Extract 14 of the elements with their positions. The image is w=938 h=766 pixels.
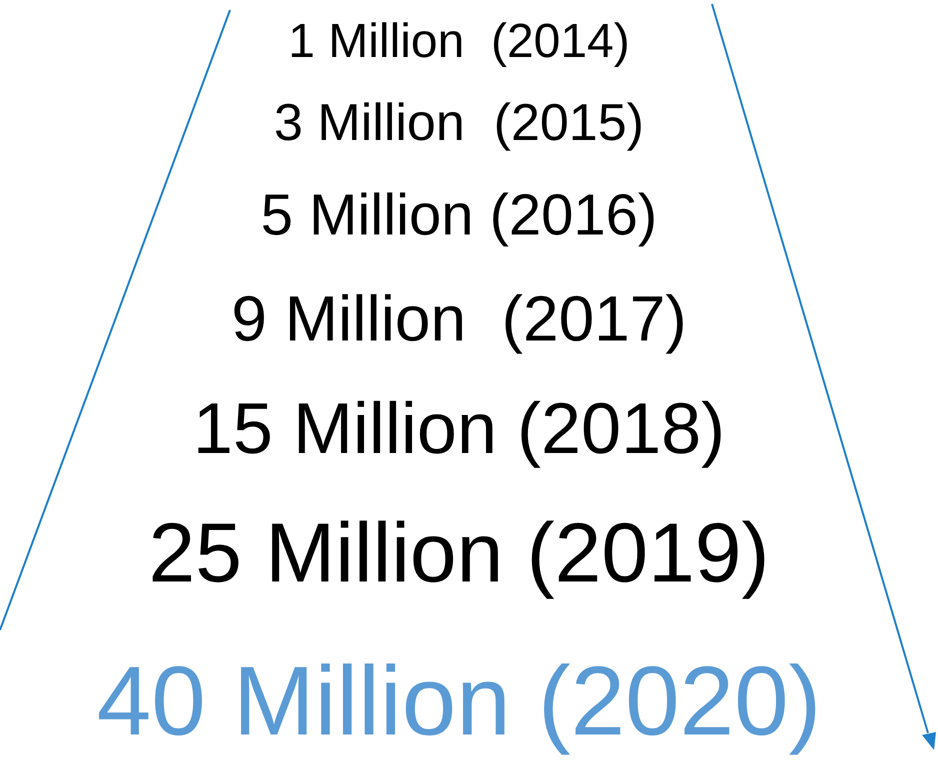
category-label: Million (2018): [292, 389, 726, 470]
data-label: 3: [274, 94, 318, 152]
data-label: 15: [192, 389, 293, 470]
category-label: Million (2020): [232, 645, 822, 756]
category-label: Million (2014): [328, 14, 630, 68]
data-label: 9: [231, 282, 285, 354]
data-label: 1: [288, 14, 328, 68]
data-label: 40: [96, 645, 233, 756]
data-label: 5: [260, 182, 310, 248]
data-label: 25: [148, 505, 266, 600]
category-label: Million (2016): [309, 182, 658, 248]
category-label: Million (2019): [265, 505, 770, 600]
category-label: Million (2017): [284, 282, 687, 354]
category-label: Million (2015): [317, 94, 644, 152]
